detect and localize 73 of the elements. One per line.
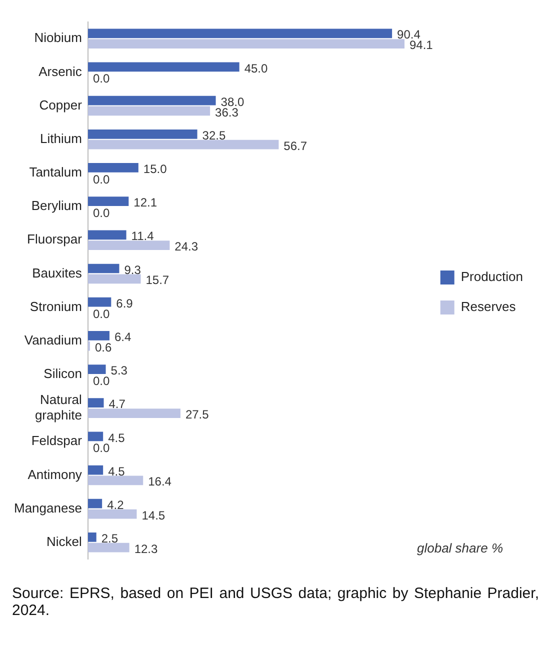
- bar: [88, 398, 104, 408]
- data-label: 4.5: [108, 464, 126, 478]
- y-tick-label: Lithium: [40, 130, 82, 146]
- bar: [88, 28, 392, 38]
- y-tick-label: Arsenic: [38, 64, 82, 79]
- bar: [88, 498, 102, 508]
- y-tick-label: Nickel: [46, 534, 82, 549]
- source-note: Source: EPRS, based on PEI and USGS data; graphic by Stephanie Pradier, 2024.: [11, 585, 540, 619]
- legend-label: Reserves: [460, 299, 516, 314]
- data-label: 16.4: [148, 474, 172, 489]
- data-label: 0.0: [92, 172, 110, 186]
- data-label: 14.5: [142, 508, 166, 522]
- data-label: 5.3: [110, 364, 128, 378]
- bar: [88, 532, 96, 542]
- bar: [88, 230, 126, 240]
- data-label: 56.7: [284, 138, 308, 153]
- y-tick-label: Berylium: [31, 198, 82, 214]
- bar: [88, 196, 129, 206]
- bar: [88, 542, 130, 552]
- bar: [88, 264, 120, 274]
- data-label: 24.3: [174, 240, 198, 254]
- bar: [88, 96, 216, 106]
- data-label: 12.3: [134, 542, 158, 556]
- data-label: 15.7: [146, 273, 170, 288]
- data-label: 11.4: [131, 229, 154, 244]
- data-label: 6.4: [114, 330, 132, 344]
- bar: [88, 408, 180, 418]
- legend-label: Production: [460, 269, 524, 284]
- data-label: 0.0: [92, 72, 110, 86]
- y-tick-label: Antimony: [28, 466, 82, 482]
- y-tick-label: Stronium: [30, 298, 82, 314]
- data-label: 0.6: [94, 340, 112, 354]
- bar: [88, 62, 240, 72]
- data-label: 2.5: [101, 532, 118, 546]
- y-tick-label: Niobium: [34, 30, 82, 46]
- text: global share %: [417, 540, 503, 556]
- data-label: 6.9: [116, 296, 134, 310]
- y-tick-label: Manganese: [14, 500, 82, 516]
- bar: [88, 39, 404, 48]
- y-tick-label: Silicon: [44, 366, 82, 382]
- bar: [88, 330, 110, 340]
- data-label: 15.0: [143, 162, 168, 176]
- data-label: 32.5: [202, 128, 226, 142]
- y-tick-label: Bauxites: [32, 265, 82, 280]
- y-tick-label: Feldspar: [31, 433, 83, 448]
- bar: [88, 509, 137, 519]
- data-label: 0.0: [92, 441, 110, 456]
- bar: [88, 106, 210, 116]
- bar: [88, 163, 138, 172]
- bar: [88, 465, 104, 475]
- data-label: 4.7: [108, 397, 126, 412]
- bar: [88, 432, 104, 442]
- data-label: 12.1: [134, 196, 158, 210]
- y-tick-label: Natural graphite: [34, 392, 82, 422]
- bar: [88, 297, 112, 307]
- bar: [88, 274, 141, 284]
- bar: [88, 476, 144, 486]
- data-label: 0.0: [92, 306, 110, 321]
- y-tick-label: Tantalum: [29, 164, 82, 180]
- data-label: 0.0: [92, 374, 110, 388]
- data-label: 27.5: [185, 408, 210, 422]
- bar: [88, 140, 279, 150]
- bar: [88, 364, 106, 374]
- data-label: 4.2: [107, 498, 124, 512]
- data-label: 9.3: [124, 262, 142, 277]
- bar: [88, 240, 170, 250]
- data-label: 4.5: [108, 430, 126, 445]
- data-label: 0.0: [92, 206, 110, 220]
- data-label: 45.0: [244, 61, 268, 76]
- y-tick-label: Vanadium: [24, 332, 82, 348]
- y-tick-label: Fluorspar: [27, 232, 83, 247]
- y-tick-label: Copper: [39, 97, 83, 112]
- bar: [88, 129, 198, 139]
